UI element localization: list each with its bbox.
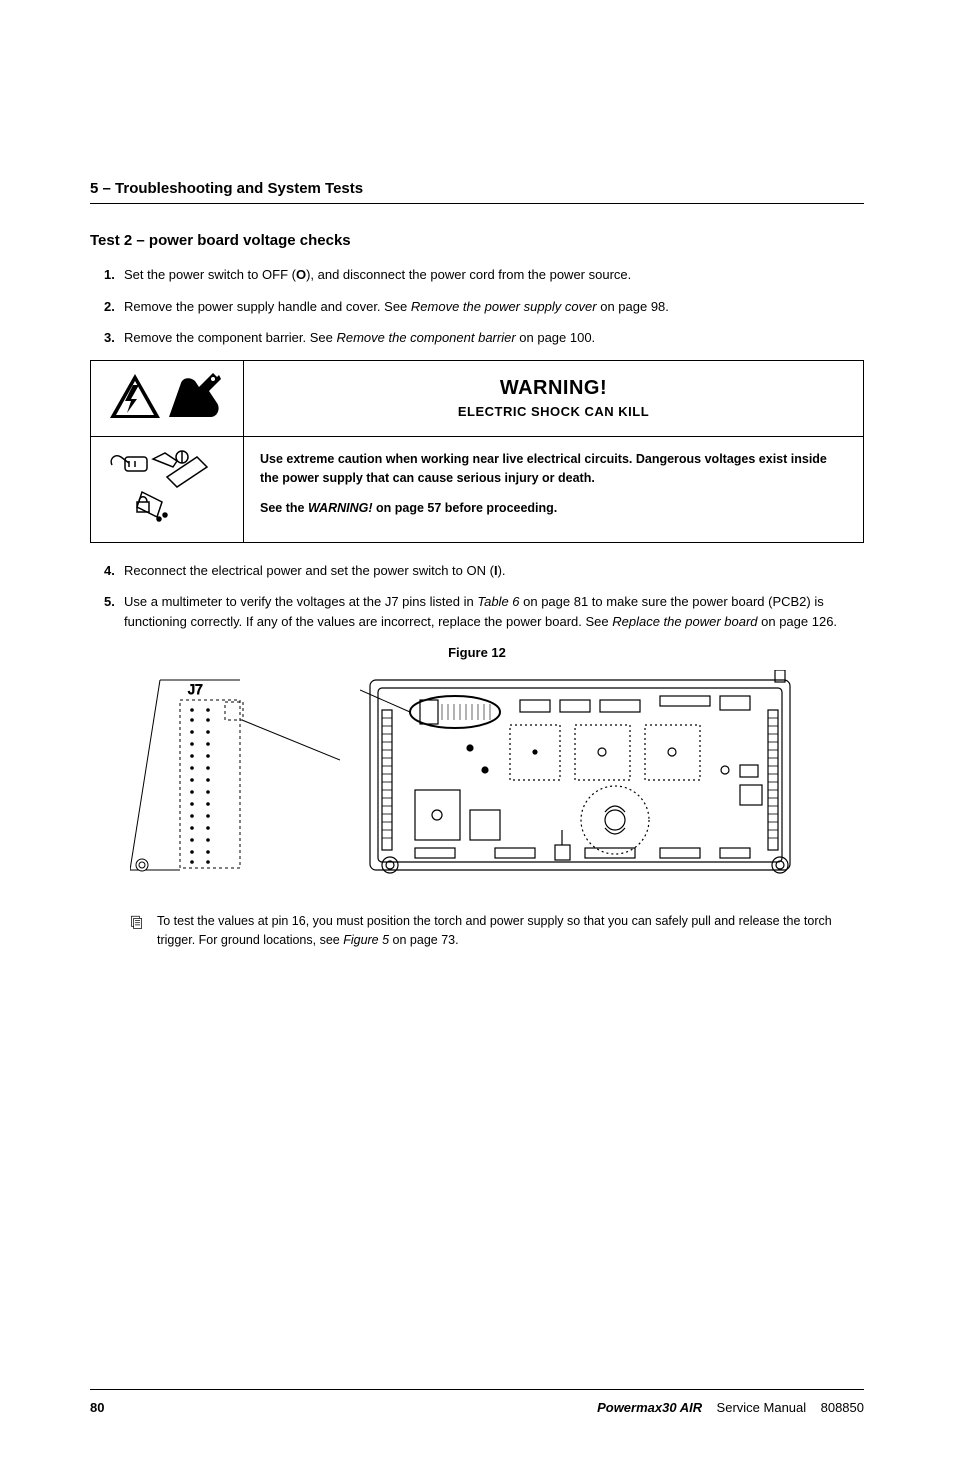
step-number: 1. — [104, 265, 115, 285]
step-number: 5. — [104, 592, 115, 612]
step-number: 4. — [104, 561, 115, 581]
disconnect-lockout-icon — [107, 447, 227, 527]
warning-box: WARNING! ELECTRIC SHOCK CAN KILL — [90, 360, 864, 543]
step-link: Remove the power supply cover — [411, 299, 597, 314]
figure-caption: Figure 12 — [90, 645, 864, 660]
step-text: Remove the component barrier. See — [124, 330, 336, 345]
warning-line: Use extreme caution when working near li… — [260, 450, 847, 489]
step-4: 4. Reconnect the electrical power and se… — [104, 561, 864, 581]
step-text: on page 100. — [516, 330, 596, 345]
note-span: To test the values at pin 16, you must p… — [157, 914, 832, 947]
subsection-title: Test 2 – power board voltage checks — [90, 232, 864, 249]
doc-number: 808850 — [821, 1400, 864, 1415]
power-supply-illustration — [360, 670, 800, 890]
step-text: Reconnect the electrical power and set t… — [124, 563, 494, 578]
step-text: on page 126. — [758, 614, 838, 629]
manual-label: Service Manual — [717, 1400, 807, 1415]
step-bold: O — [296, 267, 306, 282]
step-link: Replace the power board — [612, 614, 757, 629]
warning-title: WARNING! — [260, 377, 847, 400]
step-text: on page 98. — [597, 299, 669, 314]
step-number: 2. — [104, 297, 115, 317]
step-text: ), and disconnect the power cord from th… — [306, 267, 631, 282]
warning-line: See the WARNING! on page 57 before proce… — [260, 499, 847, 518]
note-icon — [130, 912, 143, 932]
warning-icon-cell — [91, 436, 244, 542]
step-text: Set the power switch to OFF ( — [124, 267, 296, 282]
figure-label: Figure 12 — [448, 645, 506, 660]
warning-text: See the — [260, 501, 308, 515]
step-link: Table 6 — [477, 594, 519, 609]
step-number: 3. — [104, 328, 115, 348]
page-footer: 80 Powermax30 AIR Service Manual 808850 — [90, 1389, 864, 1415]
connector-detail-illustration: J7 — [130, 670, 340, 880]
page-number: 80 — [90, 1400, 104, 1415]
svg-text:J7: J7 — [188, 681, 203, 697]
footer-right: Powermax30 AIR Service Manual 808850 — [597, 1400, 864, 1415]
step-3: 3. Remove the component barrier. See Rem… — [104, 328, 864, 348]
note-span: on page 73. — [389, 933, 459, 947]
warning-header-cell: WARNING! ELECTRIC SHOCK CAN KILL — [244, 360, 864, 436]
warning-text: on page 57 before proceeding. — [373, 501, 558, 515]
step-2: 2. Remove the power supply handle and co… — [104, 297, 864, 317]
warning-emphasis: WARNING! — [308, 501, 373, 515]
step-text: Remove the power supply handle and cover… — [124, 299, 411, 314]
note-text: To test the values at pin 16, you must p… — [157, 912, 864, 950]
warning-icon-cell — [91, 360, 244, 436]
hazard-shock-icon — [107, 371, 227, 421]
warning-body-cell: Use extreme caution when working near li… — [244, 436, 864, 542]
step-link: Remove the component barrier — [336, 330, 515, 345]
step-5: 5. Use a multimeter to verify the voltag… — [104, 592, 864, 631]
product-name: Powermax30 AIR — [597, 1400, 702, 1415]
section-header: 5 – Troubleshooting and System Tests — [90, 180, 864, 204]
step-text: ). — [498, 563, 506, 578]
figure-area: J7 — [90, 670, 864, 890]
warning-subtitle: ELECTRIC SHOCK CAN KILL — [260, 404, 847, 419]
steps-list: 1. Set the power switch to OFF (O), and … — [90, 265, 864, 348]
step-text: Use a multimeter to verify the voltages … — [124, 594, 477, 609]
steps-list-2: 4. Reconnect the electrical power and se… — [90, 561, 864, 632]
step-1: 1. Set the power switch to OFF (O), and … — [104, 265, 864, 285]
note-link: Figure 5 — [343, 933, 389, 947]
note-row: To test the values at pin 16, you must p… — [90, 912, 864, 950]
